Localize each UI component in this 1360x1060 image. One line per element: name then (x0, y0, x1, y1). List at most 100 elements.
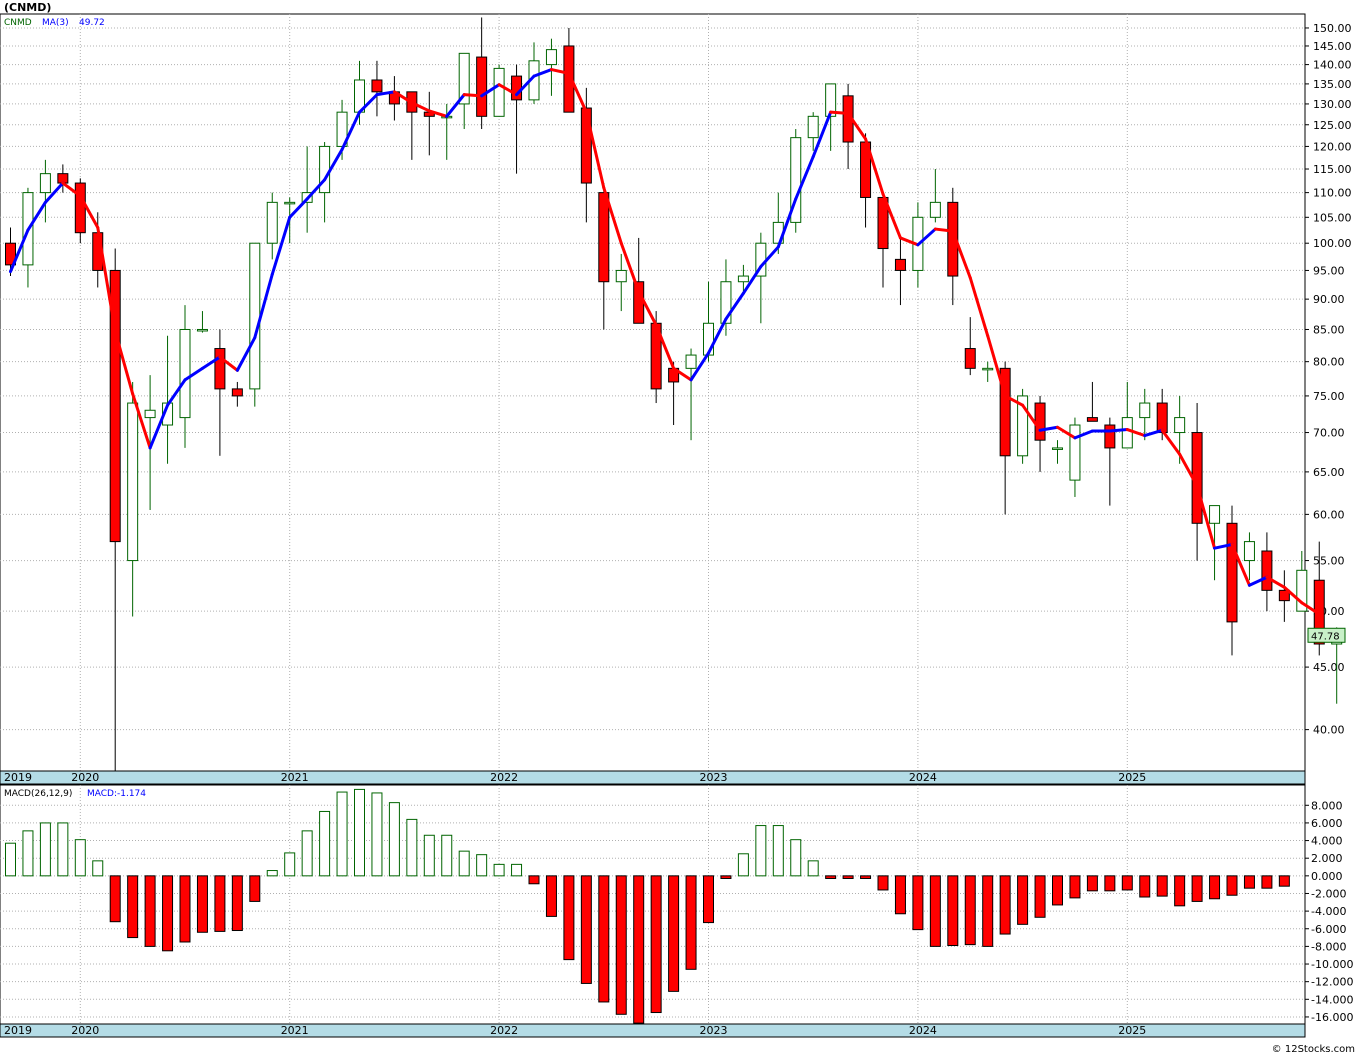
macd-bar (755, 825, 767, 877)
macd-bar (1017, 875, 1029, 925)
macd-bar (947, 875, 959, 947)
macd-bar (336, 791, 348, 877)
candle-body (1069, 424, 1081, 481)
candle (231, 381, 243, 407)
macd-bar (668, 875, 680, 992)
candle-body (737, 275, 749, 283)
ma-segment (549, 68, 571, 75)
macd-bar (1226, 875, 1238, 896)
macd-bar (266, 870, 278, 877)
ma-segment (323, 148, 344, 182)
candle (458, 52, 470, 130)
candle (737, 264, 749, 294)
ma-segment (933, 227, 955, 233)
price-tick-label: 115.00 (1313, 163, 1352, 176)
macd-bar (894, 875, 906, 915)
ma-segment (183, 366, 204, 382)
candle-body (615, 269, 627, 283)
candle-body (5, 242, 16, 266)
candle (999, 361, 1011, 515)
macd-bar (877, 875, 889, 891)
ma-segment (358, 93, 379, 114)
price-tick-label: 60.00 (1313, 508, 1345, 521)
ma-segment (445, 93, 466, 118)
ma-segment (602, 186, 623, 245)
ma-segment (1108, 428, 1129, 433)
ma-segment (9, 228, 30, 274)
ma-segment (1195, 484, 1217, 550)
candle (790, 129, 802, 233)
candle (39, 159, 51, 223)
macd-bar (807, 860, 819, 877)
macd-bar (685, 875, 697, 970)
ma-segment (864, 137, 885, 196)
macd-bar (92, 860, 104, 877)
ma-segment (253, 272, 274, 340)
macd-bar (1278, 875, 1290, 887)
candle-body (74, 182, 86, 234)
candle (825, 83, 837, 151)
candle-body (929, 201, 941, 218)
ma-segment (1160, 428, 1182, 456)
candle-body (231, 388, 243, 397)
candle-body (825, 83, 837, 117)
price-tick-label: 45.00 (1313, 661, 1345, 674)
ma-segment (637, 290, 658, 327)
macd-legend: MACD(26,12,9) MACD: -1.174 (4, 789, 146, 799)
macd-y-axis: 8.000 6.000 4.000 2.000 0.000 -2.000 -4.000 -6.… (1305, 799, 1353, 1024)
ma-segment (654, 323, 676, 370)
ma-segment (1265, 575, 1286, 589)
ma-segment (707, 317, 728, 355)
ma-segment (288, 197, 309, 219)
candle-body (790, 137, 802, 223)
macd-tick-label: -16.000 (1311, 1011, 1353, 1024)
ma-segment (305, 178, 327, 201)
ma-segment (759, 245, 780, 269)
candle-body (1261, 550, 1273, 591)
candle (144, 375, 156, 510)
candle (371, 60, 383, 117)
macd-grid (0, 785, 1305, 1024)
macd-tick-label: -8.000 (1311, 940, 1346, 953)
macd-bar (1174, 875, 1186, 907)
macd-bar (1209, 875, 1221, 900)
candle-body (39, 173, 51, 194)
candle (1052, 440, 1063, 464)
ma-segment (584, 110, 606, 190)
candle-body (1226, 522, 1238, 623)
candle-body (144, 409, 156, 419)
macd-bar (109, 875, 121, 923)
price-x-tick-label: 2020 (71, 771, 99, 784)
candle (266, 192, 278, 260)
price-x-tick-label: 2022 (490, 771, 518, 784)
candle-body (1139, 402, 1151, 419)
ma-segment (78, 194, 100, 230)
macd-bar (1191, 875, 1203, 902)
macd-bar (249, 875, 261, 902)
macd-x-tick-label: 2019 (4, 1024, 32, 1037)
macd-bar (162, 875, 174, 952)
ma-segment (741, 265, 763, 295)
candle-body (179, 328, 191, 419)
ma-segment (340, 110, 361, 152)
ma-segment (1038, 425, 1059, 432)
candle-body (1104, 424, 1116, 449)
ma-segment (113, 329, 135, 396)
price-legend: CNMD MA(3) 49.72 (4, 18, 105, 28)
price-tick-label: 150.00 (1313, 22, 1352, 35)
candle-body (1278, 589, 1290, 602)
price-tick-label: 40.00 (1313, 724, 1345, 737)
candle (1226, 505, 1238, 656)
macd-bar (493, 863, 505, 877)
macd-bar (144, 875, 156, 947)
ma-segment (427, 109, 449, 118)
macd-tick-label: -4.000 (1311, 905, 1346, 918)
macd-legend-label: MACD(26,12,9) (4, 789, 72, 799)
ma-segment (776, 197, 798, 249)
candle (894, 237, 906, 306)
legend-ma-value: 49.72 (79, 18, 105, 28)
ma-segment (689, 351, 710, 382)
candle-body (196, 328, 208, 332)
price-x-tick-label: 2019 (4, 771, 32, 784)
ma-segment (148, 403, 170, 450)
